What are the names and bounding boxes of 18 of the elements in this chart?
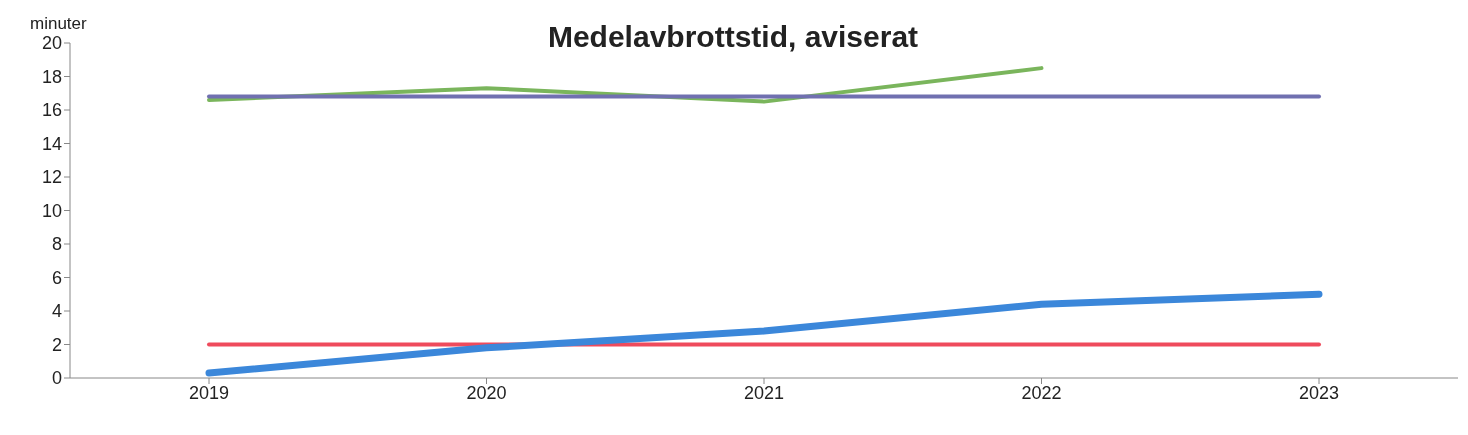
y-tick-label: 14 bbox=[41, 133, 62, 154]
x-tick-label: 2022 bbox=[1021, 382, 1062, 403]
y-tick-label: 10 bbox=[41, 200, 62, 221]
y-tick-label: 4 bbox=[51, 301, 62, 322]
y-tick-label: 12 bbox=[41, 167, 62, 188]
y-tick-label: 8 bbox=[51, 234, 62, 255]
x-tick-label: 2021 bbox=[743, 382, 785, 403]
x-tick-label: 2020 bbox=[466, 382, 507, 403]
y-tick-label: 2 bbox=[51, 334, 62, 355]
y-tick-label: 0 bbox=[51, 368, 62, 389]
x-tick-label: 2019 bbox=[188, 382, 230, 403]
x-tick-label: 2023 bbox=[1298, 382, 1340, 403]
y-tick-label: 6 bbox=[51, 267, 62, 288]
y-axis-title: minuter bbox=[30, 14, 87, 34]
y-tick-label: 18 bbox=[41, 66, 62, 87]
y-tick-label: 20 bbox=[41, 33, 62, 54]
y-tick-label: 16 bbox=[41, 100, 62, 121]
chart-title: Medelavbrottstid, aviserat bbox=[547, 20, 919, 53]
